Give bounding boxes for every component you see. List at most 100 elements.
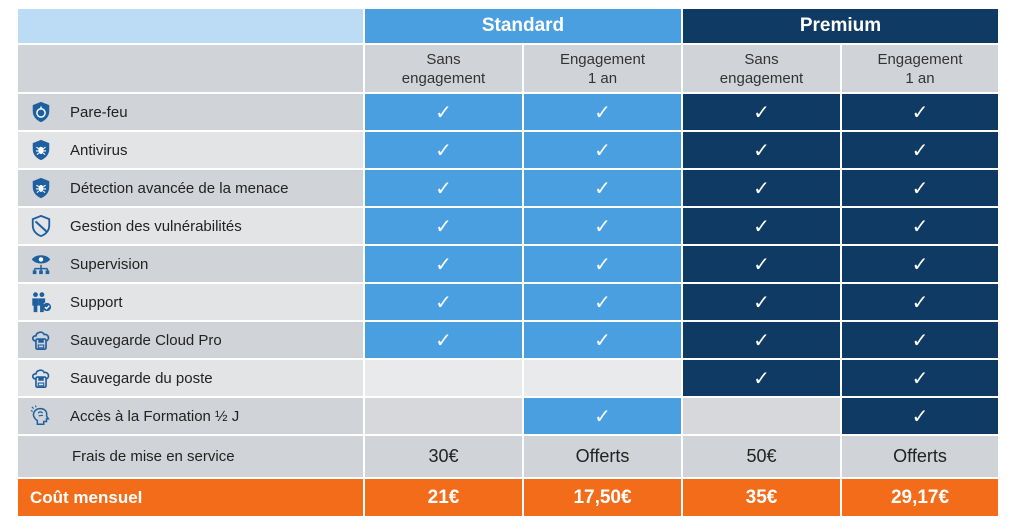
setup-fee-standard-one-year: Offerts bbox=[524, 436, 681, 477]
feature-cell-standard-no-commit: ✓ bbox=[365, 170, 522, 206]
feature-label-cell: Sauvegarde du poste bbox=[18, 360, 363, 396]
feature-cell-premium-one-year: ✓ bbox=[842, 132, 998, 168]
check-icon: ✓ bbox=[594, 139, 611, 162]
supervision-eye-icon bbox=[30, 253, 52, 275]
plan-standard-header: Standard bbox=[365, 9, 681, 43]
setup-fee-standard-no-commit: 30€ bbox=[365, 436, 522, 477]
feature-label: Sauvegarde du poste bbox=[70, 369, 213, 387]
feature-cell-standard-no-commit: ✓ bbox=[365, 284, 522, 320]
feature-cell-premium-no-commit: ✓ bbox=[683, 322, 840, 358]
training-brain-icon bbox=[30, 405, 52, 427]
feature-cell-premium-no-commit: ✓ bbox=[683, 170, 840, 206]
threat-detection-icon bbox=[30, 177, 52, 199]
feature-label: Sauvegarde Cloud Pro bbox=[70, 331, 222, 349]
feature-label-cell: Supervision bbox=[18, 246, 363, 282]
feature-row: Sauvegarde Cloud Pro ✓ ✓ ✓ ✓ bbox=[18, 322, 998, 358]
check-icon: ✓ bbox=[753, 215, 770, 238]
feature-cell-standard-no-commit: ✓ bbox=[365, 322, 522, 358]
feature-cell-standard-one-year: ✓ bbox=[524, 246, 681, 282]
feature-cell-premium-no-commit: ✓ bbox=[683, 94, 840, 130]
feature-cell-premium-no-commit bbox=[683, 398, 840, 434]
feature-cell-standard-one-year: ✓ bbox=[524, 94, 681, 130]
feature-row: Détection avancée de la menace ✓ ✓ ✓ ✓ bbox=[18, 170, 998, 206]
feature-cell-premium-no-commit: ✓ bbox=[683, 246, 840, 282]
standard-one-year-header: Engagement 1 an bbox=[524, 45, 681, 92]
feature-cell-premium-no-commit: ✓ bbox=[683, 360, 840, 396]
check-icon: ✓ bbox=[435, 215, 452, 238]
workstation-backup-icon bbox=[30, 367, 52, 389]
feature-label-cell: Gestion des vulnérabilités bbox=[18, 208, 363, 244]
check-icon: ✓ bbox=[911, 405, 929, 428]
feature-label: Pare-feu bbox=[70, 103, 128, 121]
check-icon: ✓ bbox=[594, 101, 611, 124]
check-icon: ✓ bbox=[753, 139, 770, 162]
feature-row: Antivirus ✓ ✓ ✓ ✓ bbox=[18, 132, 998, 168]
check-icon: ✓ bbox=[435, 329, 452, 352]
feature-cell-standard-one-year: ✓ bbox=[524, 322, 681, 358]
check-icon: ✓ bbox=[594, 405, 611, 428]
feature-cell-standard-no-commit: ✓ bbox=[365, 94, 522, 130]
monthly-cost-premium-one-year: 29,17€ bbox=[842, 479, 998, 516]
check-icon: ✓ bbox=[435, 101, 452, 124]
check-icon: ✓ bbox=[435, 253, 452, 276]
feature-label-cell: Détection avancée de la menace bbox=[18, 170, 363, 206]
vulnerability-shield-icon bbox=[30, 215, 52, 237]
check-icon: ✓ bbox=[911, 177, 929, 200]
feature-cell-premium-no-commit: ✓ bbox=[683, 284, 840, 320]
check-icon: ✓ bbox=[594, 291, 611, 314]
check-icon: ✓ bbox=[594, 253, 611, 276]
check-icon: ✓ bbox=[435, 139, 452, 162]
feature-cell-standard-no-commit bbox=[365, 360, 522, 396]
check-icon: ✓ bbox=[594, 329, 611, 352]
feature-row: Sauvegarde du poste ✓ ✓ bbox=[18, 360, 998, 396]
check-icon: ✓ bbox=[911, 139, 929, 162]
firewall-icon bbox=[30, 101, 52, 123]
setup-fee-premium-one-year: Offerts bbox=[842, 436, 998, 477]
check-icon: ✓ bbox=[753, 329, 770, 352]
feature-label-cell: Sauvegarde Cloud Pro bbox=[18, 322, 363, 358]
feature-label-cell: Antivirus bbox=[18, 132, 363, 168]
check-icon: ✓ bbox=[911, 291, 929, 314]
monthly-cost-standard-no-commit: 21€ bbox=[365, 479, 522, 516]
feature-cell-premium-one-year: ✓ bbox=[842, 360, 998, 396]
feature-label-cell: Accès à la Formation ½ J bbox=[18, 398, 363, 434]
plan-premium-header: Premium bbox=[683, 9, 998, 43]
antivirus-icon bbox=[30, 139, 52, 161]
feature-cell-standard-one-year: ✓ bbox=[524, 170, 681, 206]
feature-cell-premium-one-year: ✓ bbox=[842, 246, 998, 282]
check-icon: ✓ bbox=[753, 253, 770, 276]
feature-label: Accès à la Formation ½ J bbox=[70, 407, 240, 425]
feature-cell-premium-one-year: ✓ bbox=[842, 94, 998, 130]
support-people-icon bbox=[30, 291, 52, 313]
feature-row: Gestion des vulnérabilités ✓ ✓ ✓ ✓ bbox=[18, 208, 998, 244]
monthly-cost-label: Coût mensuel bbox=[18, 479, 363, 516]
check-icon: ✓ bbox=[911, 253, 929, 276]
check-icon: ✓ bbox=[753, 177, 770, 200]
header-corner bbox=[18, 9, 363, 43]
feature-cell-standard-one-year: ✓ bbox=[524, 208, 681, 244]
feature-cell-premium-one-year: ✓ bbox=[842, 398, 998, 434]
feature-cell-standard-no-commit: ✓ bbox=[365, 208, 522, 244]
feature-cell-standard-no-commit: ✓ bbox=[365, 132, 522, 168]
monthly-cost-standard-one-year: 17,50€ bbox=[524, 479, 681, 516]
setup-fee-premium-no-commit: 50€ bbox=[683, 436, 840, 477]
commitment-header-row: Sans engagement Engagement 1 an Sans engage… bbox=[18, 45, 998, 92]
check-icon: ✓ bbox=[435, 177, 452, 200]
standard-no-commit-header: Sans engagement bbox=[365, 45, 522, 92]
feature-row: Pare-feu ✓ ✓ ✓ ✓ bbox=[18, 94, 998, 130]
setup-fees-row: Frais de mise en service 30€ Offerts 50€… bbox=[18, 436, 998, 477]
check-icon: ✓ bbox=[911, 101, 929, 124]
feature-cell-standard-one-year: ✓ bbox=[524, 284, 681, 320]
check-icon: ✓ bbox=[911, 367, 929, 390]
feature-row: Accès à la Formation ½ J ✓ ✓ bbox=[18, 398, 998, 434]
feature-label-cell: Pare-feu bbox=[18, 94, 363, 130]
check-icon: ✓ bbox=[911, 329, 929, 352]
subheader-corner bbox=[18, 45, 363, 92]
premium-no-commit-header: Sans engagement bbox=[683, 45, 840, 92]
setup-fees-label: Frais de mise en service bbox=[18, 436, 363, 477]
feature-cell-premium-one-year: ✓ bbox=[842, 170, 998, 206]
check-icon: ✓ bbox=[911, 215, 929, 238]
feature-cell-standard-one-year bbox=[524, 360, 681, 396]
feature-cell-standard-one-year: ✓ bbox=[524, 132, 681, 168]
premium-one-year-header: Engagement 1 an bbox=[842, 45, 998, 92]
